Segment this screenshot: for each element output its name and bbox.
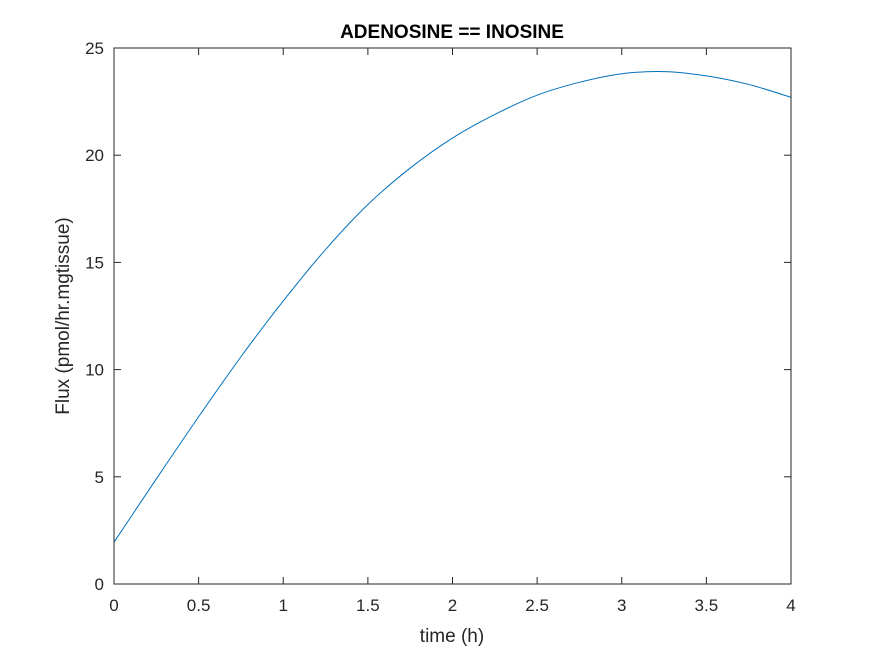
x-axis-label: time (h) [420,626,484,647]
y-tick-label: 25 [85,39,104,58]
x-tick-label: 4 [786,596,795,615]
chart-title: ADENOSINE == INOSINE [340,22,564,43]
series-line [113,71,792,543]
x-tick-label: 1 [279,596,288,615]
x-tick-label: 2 [448,596,457,615]
x-tick-label: 0.5 [187,596,211,615]
y-tick-label: 20 [85,146,104,165]
y-axis-label: Flux (pmol/hr.mgtissue) [53,217,74,414]
y-tick-label: 15 [85,253,104,272]
plot-area [114,48,791,584]
x-tick-label: 3.5 [695,596,719,615]
x-tick-label: 0 [109,596,118,615]
x-tick-label: 3 [617,596,626,615]
x-tick-label: 1.5 [356,596,380,615]
tick-labels: 0 0.5 1 1.5 2 2.5 3 3.5 4 0 5 10 15 20 25 [85,39,796,615]
x-tick-label: 2.5 [525,596,549,615]
y-tick-label: 10 [85,361,104,380]
plot-frame [113,47,792,585]
y-tick-label: 0 [95,575,104,594]
y-tick-label: 5 [95,468,104,487]
